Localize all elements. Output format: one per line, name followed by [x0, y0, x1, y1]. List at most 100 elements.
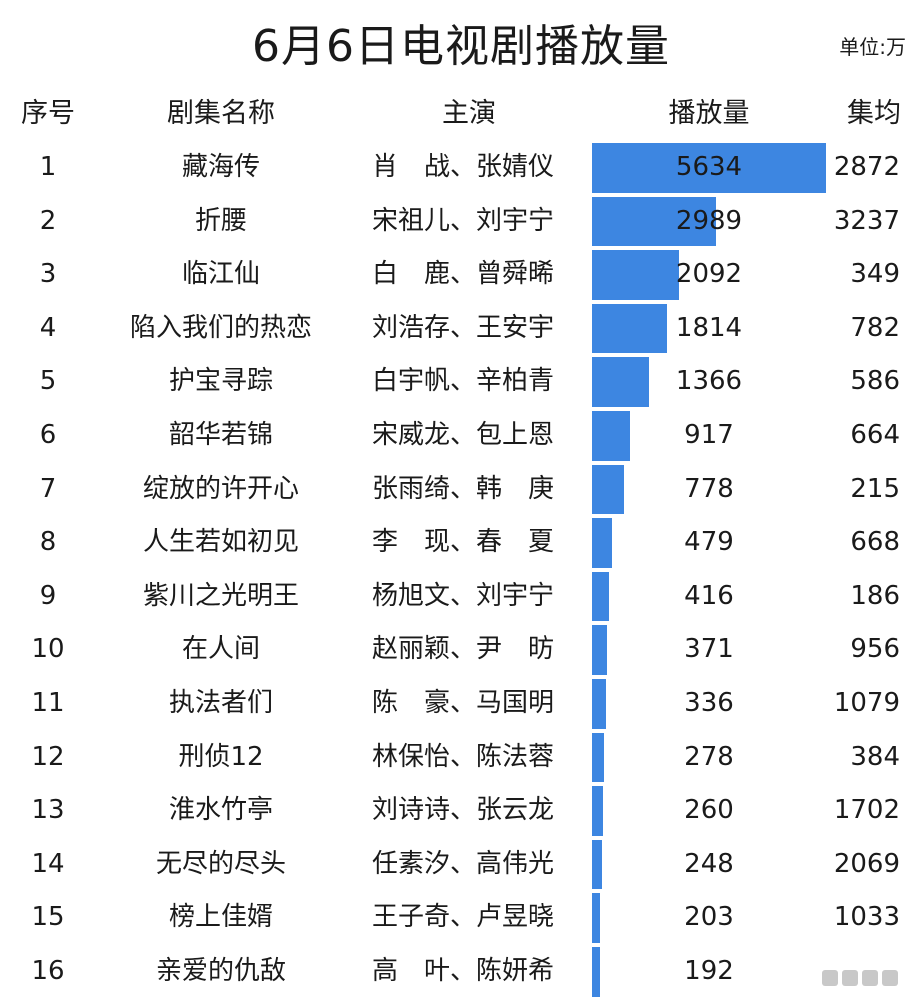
- avg-cell: 1079: [833, 688, 900, 718]
- table-row: 6 韶华若锦 宋威龙、包上恩 917 664: [0, 409, 922, 463]
- views-bar: [592, 518, 612, 568]
- header-rank: 序号: [21, 98, 75, 129]
- table-row: 9 紫川之光明王 杨旭文、刘宇宁 416 186: [0, 570, 922, 624]
- cast-cell: 杨旭文、刘宇宁: [372, 580, 555, 611]
- table-row: 3 临江仙 白 鹿、曾舜晞 2092 349: [0, 248, 922, 302]
- header-name: 剧集名称: [167, 98, 275, 129]
- views-label: 260: [684, 795, 734, 826]
- avg-cell: 3237: [833, 205, 900, 236]
- header-avg: 集均: [847, 98, 901, 129]
- rank-cell: 7: [39, 473, 57, 504]
- cast-cell: 白宇帆、辛柏青: [372, 366, 555, 397]
- drama-name-cell: 无尽的尽头: [155, 848, 286, 879]
- drama-name-cell: 刑侦12: [178, 741, 264, 772]
- logo-block-icon: [822, 970, 838, 986]
- table-row: 10 在人间 赵丽颖、尹 昉 371 956: [0, 623, 922, 677]
- drama-name-cell: 临江仙: [181, 259, 260, 290]
- cast-cell: 高 叶、陈妍希: [372, 956, 555, 986]
- header-views: 播放量: [668, 98, 750, 129]
- header-cast: 主演: [442, 98, 496, 129]
- cast-cell: 宋威龙、包上恩: [372, 420, 555, 450]
- avg-cell: 2872: [833, 152, 900, 182]
- views-bar: [592, 250, 679, 300]
- cast-cell: 任素汐、高伟光: [372, 848, 555, 879]
- table-row: 8 人生若如初见 李 现、春 夏 479 668: [0, 516, 922, 570]
- cast-cell: 林保怡、陈法蓉: [372, 741, 555, 772]
- drama-name-cell: 折腰: [194, 205, 247, 236]
- avg-cell: 782: [850, 312, 900, 343]
- rank-cell: 9: [39, 580, 57, 611]
- views-label: 278: [684, 741, 734, 772]
- table-row: 14 无尽的尽头 任素汐、高伟光 248 2069: [0, 838, 922, 892]
- cast-cell: 宋祖儿、刘宇宁: [372, 205, 555, 236]
- table-row: 13 淮水竹亭 刘诗诗、张云龙 260 1702: [0, 784, 922, 838]
- views-bar: [592, 947, 600, 997]
- views-label: 336: [684, 688, 734, 718]
- table-row: 2 折腰 宋祖儿、刘宇宁 2989 3237: [0, 195, 922, 249]
- unit-label: 单位:万: [839, 35, 906, 59]
- views-bar: [592, 411, 631, 461]
- avg-cell: 1702: [833, 795, 900, 826]
- rank-cell: 4: [39, 312, 57, 343]
- cast-cell: 李 现、春 夏: [372, 527, 555, 558]
- rank-cell: 14: [31, 848, 65, 879]
- table-row: 7 绽放的许开心 张雨绮、韩 庚 778 215: [0, 463, 922, 517]
- table-row: 1 藏海传 肖 战、张婧仪 5634 2872: [0, 141, 922, 195]
- avg-cell: 956: [850, 634, 900, 665]
- drama-name-cell: 淮水竹亭: [168, 795, 273, 826]
- views-label: 371: [684, 634, 734, 665]
- rank-cell: 3: [39, 259, 57, 290]
- drama-name-cell: 藏海传: [181, 152, 260, 182]
- drama-name-cell: 绽放的许开心: [142, 473, 299, 504]
- drama-name-cell: 陷入我们的热恋: [129, 312, 312, 343]
- rank-cell: 16: [31, 956, 65, 986]
- drama-name-cell: 亲爱的仇敌: [155, 956, 286, 986]
- rank-cell: 10: [31, 634, 65, 665]
- table-row: 5 护宝寻踪 白宇帆、辛柏青 1366 586: [0, 355, 922, 409]
- views-label: 1814: [675, 312, 743, 343]
- views-bar: [592, 464, 625, 515]
- views-bar: [592, 786, 603, 836]
- rank-cell: 15: [31, 902, 65, 933]
- rank-cell: 12: [31, 741, 65, 772]
- views-bar: [592, 303, 668, 354]
- avg-cell: 215: [850, 473, 900, 504]
- views-label: 479: [684, 527, 734, 558]
- views-bar: [592, 679, 606, 729]
- cast-cell: 陈 豪、马国明: [372, 688, 555, 718]
- views-bar: [592, 625, 608, 675]
- cast-cell: 赵丽颖、尹 昉: [372, 634, 555, 665]
- table-row: 11 执法者们 陈 豪、马国明 336 1079: [0, 677, 922, 731]
- cast-cell: 张雨绮、韩 庚: [372, 473, 555, 504]
- views-label: 2989: [675, 205, 743, 236]
- logo-block-icon: [862, 970, 878, 986]
- views-bar: [592, 893, 601, 943]
- rank-cell: 1: [39, 152, 57, 182]
- chart-title: 6月6日电视剧播放量: [252, 21, 670, 72]
- drama-name-cell: 在人间: [181, 634, 260, 665]
- views-label: 917: [684, 420, 734, 450]
- views-bar: [592, 839, 603, 890]
- avg-cell: 668: [850, 527, 900, 558]
- table-row: 16 亲爱的仇敌 高 叶、陈妍希 192: [0, 945, 922, 999]
- cast-cell: 刘浩存、王安宇: [372, 312, 555, 343]
- brand-logo: [816, 966, 904, 990]
- views-bar: [592, 357, 649, 407]
- cast-cell: 刘诗诗、张云龙: [372, 795, 555, 826]
- views-label: 192: [684, 956, 734, 986]
- table-row: 12 刑侦12 林保怡、陈法蓉 278 384: [0, 731, 922, 785]
- drama-name-cell: 韶华若锦: [168, 420, 273, 450]
- views-label: 248: [684, 848, 734, 879]
- rank-cell: 13: [31, 795, 65, 826]
- cast-cell: 肖 战、张婧仪: [372, 152, 555, 182]
- table-row: 4 陷入我们的热恋 刘浩存、王安宇 1814 782: [0, 302, 922, 356]
- avg-cell: 384: [850, 741, 900, 772]
- avg-cell: 664: [850, 420, 900, 450]
- views-label: 5634: [675, 152, 743, 182]
- drama-name-cell: 人生若如初见: [142, 527, 299, 558]
- drama-name-cell: 榜上佳婿: [168, 902, 273, 933]
- views-label: 778: [684, 473, 734, 504]
- rank-cell: 6: [39, 420, 57, 450]
- avg-cell: 1033: [833, 902, 900, 933]
- logo-block-icon: [882, 970, 898, 986]
